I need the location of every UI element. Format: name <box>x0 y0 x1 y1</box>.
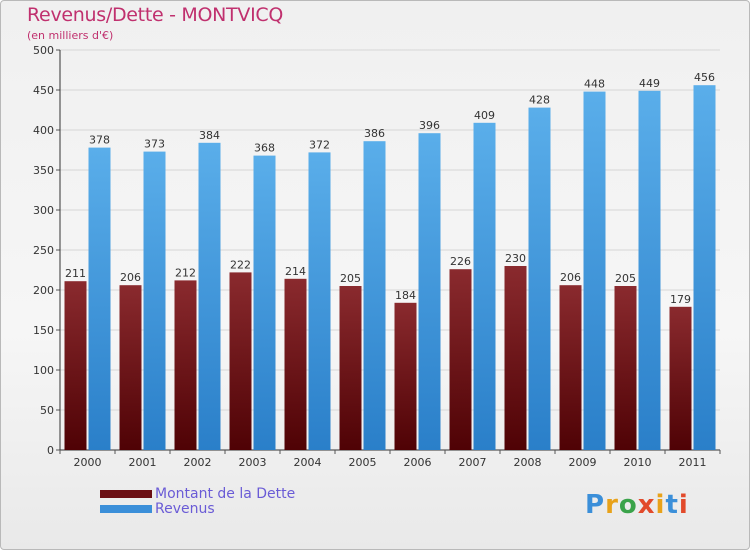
y-tick-label: 50 <box>40 404 54 417</box>
data-label-revenus: 378 <box>89 134 110 147</box>
legend-item-debt: Montant de la Dette <box>100 486 295 502</box>
logo-letter: i <box>678 490 689 520</box>
gridlines <box>60 49 720 411</box>
x-tick-label: 2001 <box>129 456 157 469</box>
x-tick-label: 2011 <box>679 456 707 469</box>
x-tick-label: 2007 <box>459 456 487 469</box>
data-label-revenus: 368 <box>254 142 275 155</box>
logo-letter: x <box>637 490 656 520</box>
bar-debt <box>614 286 637 450</box>
data-label-debt: 205 <box>340 272 361 285</box>
bar-debt <box>64 281 87 450</box>
bar-debt <box>559 285 582 450</box>
axes <box>56 49 721 454</box>
data-label-revenus: 449 <box>639 77 660 90</box>
bar-revenus <box>363 141 386 450</box>
bar-debt <box>174 280 197 450</box>
bar-revenus <box>198 142 221 451</box>
data-label-revenus: 448 <box>584 78 605 91</box>
logo-letter: i <box>655 490 666 520</box>
bar-revenus <box>528 107 551 450</box>
data-label-debt: 205 <box>615 272 636 285</box>
chart-title: Revenus/Dette - MONTVICQ <box>27 4 283 26</box>
y-tick-label: 350 <box>33 164 54 177</box>
data-label-revenus: 396 <box>419 119 440 132</box>
x-tick-label: 2002 <box>184 456 212 469</box>
x-tick-label: 2008 <box>514 456 542 469</box>
data-label-revenus: 384 <box>199 129 220 142</box>
y-tick-label: 150 <box>33 324 54 337</box>
bar-revenus <box>638 90 661 451</box>
bar-revenus <box>418 133 441 450</box>
bar-debt <box>449 269 472 450</box>
y-tick-label: 450 <box>33 84 54 97</box>
data-label-revenus: 428 <box>529 94 550 107</box>
bar-revenus <box>88 147 111 450</box>
data-label-revenus: 456 <box>694 71 715 84</box>
bar-revenus <box>473 122 496 451</box>
tick-labels: 0 50 100 150 200 250 300 350 400 450 500 2000 2001 20… <box>33 44 707 469</box>
data-label-debt: 212 <box>175 266 196 279</box>
legend-label-debt: Montant de la Dette <box>155 486 296 502</box>
bar-debt <box>669 306 692 450</box>
y-tick-label: 500 <box>33 44 54 57</box>
data-label-revenus: 373 <box>144 138 165 151</box>
x-tick-label: 2006 <box>404 456 432 469</box>
logo-letter: t <box>665 490 679 520</box>
proxiti-logo: Proxiti <box>585 490 689 520</box>
y-tick-label: 100 <box>33 364 54 377</box>
y-tick-label: 400 <box>33 124 54 137</box>
data-label-debt: 184 <box>395 289 416 302</box>
y-tick-label: 0 <box>47 444 54 457</box>
y-tick-label: 300 <box>33 204 54 217</box>
legend-label-revenus: Revenus <box>155 501 215 517</box>
data-label-revenus: 372 <box>309 138 330 151</box>
logo-letter: o <box>618 490 638 520</box>
bar-debt <box>339 286 362 450</box>
data-label-debt: 222 <box>230 258 251 271</box>
chart-subtitle: (en milliers d'€) <box>27 29 114 42</box>
data-label-debt: 206 <box>560 271 581 284</box>
bar-revenus <box>253 155 276 450</box>
data-label-debt: 214 <box>285 265 306 278</box>
x-tick-label: 2005 <box>349 456 377 469</box>
y-tick-label: 200 <box>33 284 54 297</box>
legend-swatch-debt <box>100 490 152 498</box>
x-tick-label: 2009 <box>569 456 597 469</box>
x-tick-label: 2000 <box>74 456 102 469</box>
data-label-debt: 211 <box>65 267 86 280</box>
data-label-debt: 206 <box>120 271 141 284</box>
y-tick-label: 250 <box>33 244 54 257</box>
legend-item-revenus: Revenus <box>100 501 215 517</box>
bar-revenus <box>308 152 331 450</box>
x-tick-label: 2004 <box>294 456 322 469</box>
logo-letter: P <box>585 490 606 520</box>
bar-debt <box>119 285 142 450</box>
x-tick-label: 2010 <box>624 456 652 469</box>
bars <box>64 85 716 451</box>
bar-revenus <box>143 151 166 450</box>
data-label-debt: 226 <box>450 255 471 268</box>
x-tick-label: 2003 <box>239 456 267 469</box>
bar-revenus <box>583 91 606 450</box>
data-labels: 211 378 206 373 212 384 222 368 214 372 205 386 184 3… <box>65 71 715 306</box>
data-label-revenus: 386 <box>364 127 385 140</box>
bar-revenus <box>693 85 716 450</box>
bar-debt <box>394 302 417 450</box>
legend-swatch-revenus <box>100 505 152 513</box>
data-label-debt: 179 <box>670 293 691 306</box>
bar-debt <box>284 278 307 450</box>
logo-letter: r <box>605 490 619 520</box>
data-label-debt: 230 <box>505 252 526 265</box>
bar-debt <box>504 266 527 450</box>
data-label-revenus: 409 <box>474 109 495 122</box>
bar-debt <box>229 272 252 450</box>
